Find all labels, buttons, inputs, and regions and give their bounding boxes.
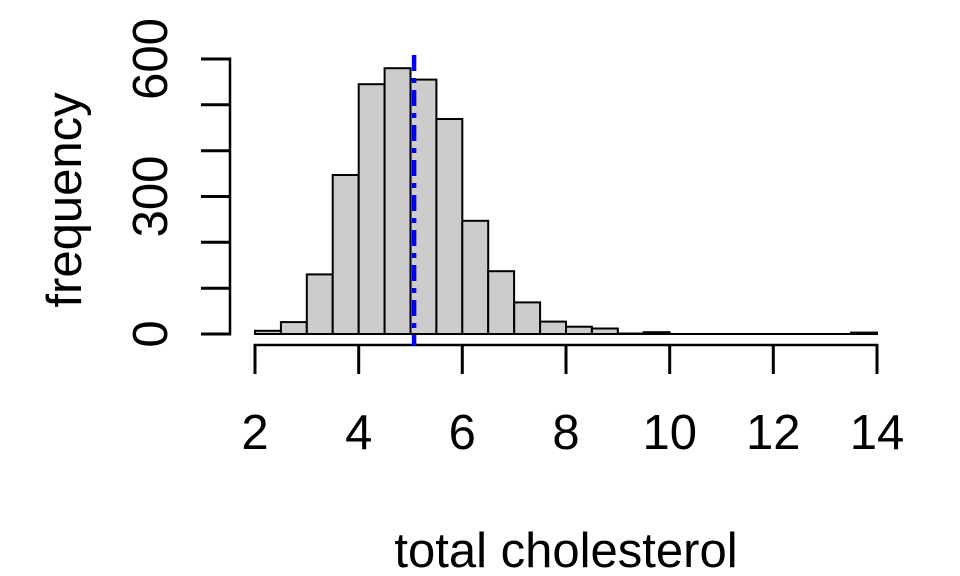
histogram-bar bbox=[331, 174, 360, 335]
x-axis-title: total cholesterol bbox=[394, 524, 737, 576]
histogram-bar bbox=[279, 321, 308, 336]
histogram-bar bbox=[616, 332, 645, 335]
x-tick-label: 8 bbox=[552, 406, 579, 460]
x-tick-label: 2 bbox=[241, 406, 268, 460]
x-tick-label: 12 bbox=[746, 406, 801, 460]
x-tick-label: 10 bbox=[642, 406, 697, 460]
histogram-bar bbox=[539, 320, 567, 336]
histogram-bar bbox=[590, 327, 619, 335]
histogram-bar bbox=[642, 331, 671, 336]
histogram-bar bbox=[357, 83, 386, 335]
axes-layer: 0 300 600 2 4 6 8 10 12 14 bbox=[124, 18, 904, 460]
y-axis-title: frequency bbox=[38, 92, 92, 308]
histogram-bar bbox=[565, 325, 593, 336]
x-tick-label: 4 bbox=[345, 406, 372, 460]
y-tick-label: 0 bbox=[124, 320, 178, 347]
histogram-bar bbox=[435, 118, 464, 335]
x-tick-label: 6 bbox=[449, 406, 476, 460]
histogram-bar bbox=[254, 329, 282, 335]
histogram-bar bbox=[383, 67, 412, 335]
histogram-bar bbox=[850, 331, 878, 336]
y-tick-label: 300 bbox=[124, 156, 178, 238]
histogram-bar bbox=[513, 301, 542, 335]
histogram-bar bbox=[487, 270, 516, 336]
histogram-bar bbox=[461, 219, 490, 335]
y-tick-label: 600 bbox=[124, 18, 178, 100]
bars-layer bbox=[254, 67, 878, 336]
x-tick-label: 14 bbox=[850, 406, 905, 460]
histogram-bar bbox=[305, 273, 334, 335]
